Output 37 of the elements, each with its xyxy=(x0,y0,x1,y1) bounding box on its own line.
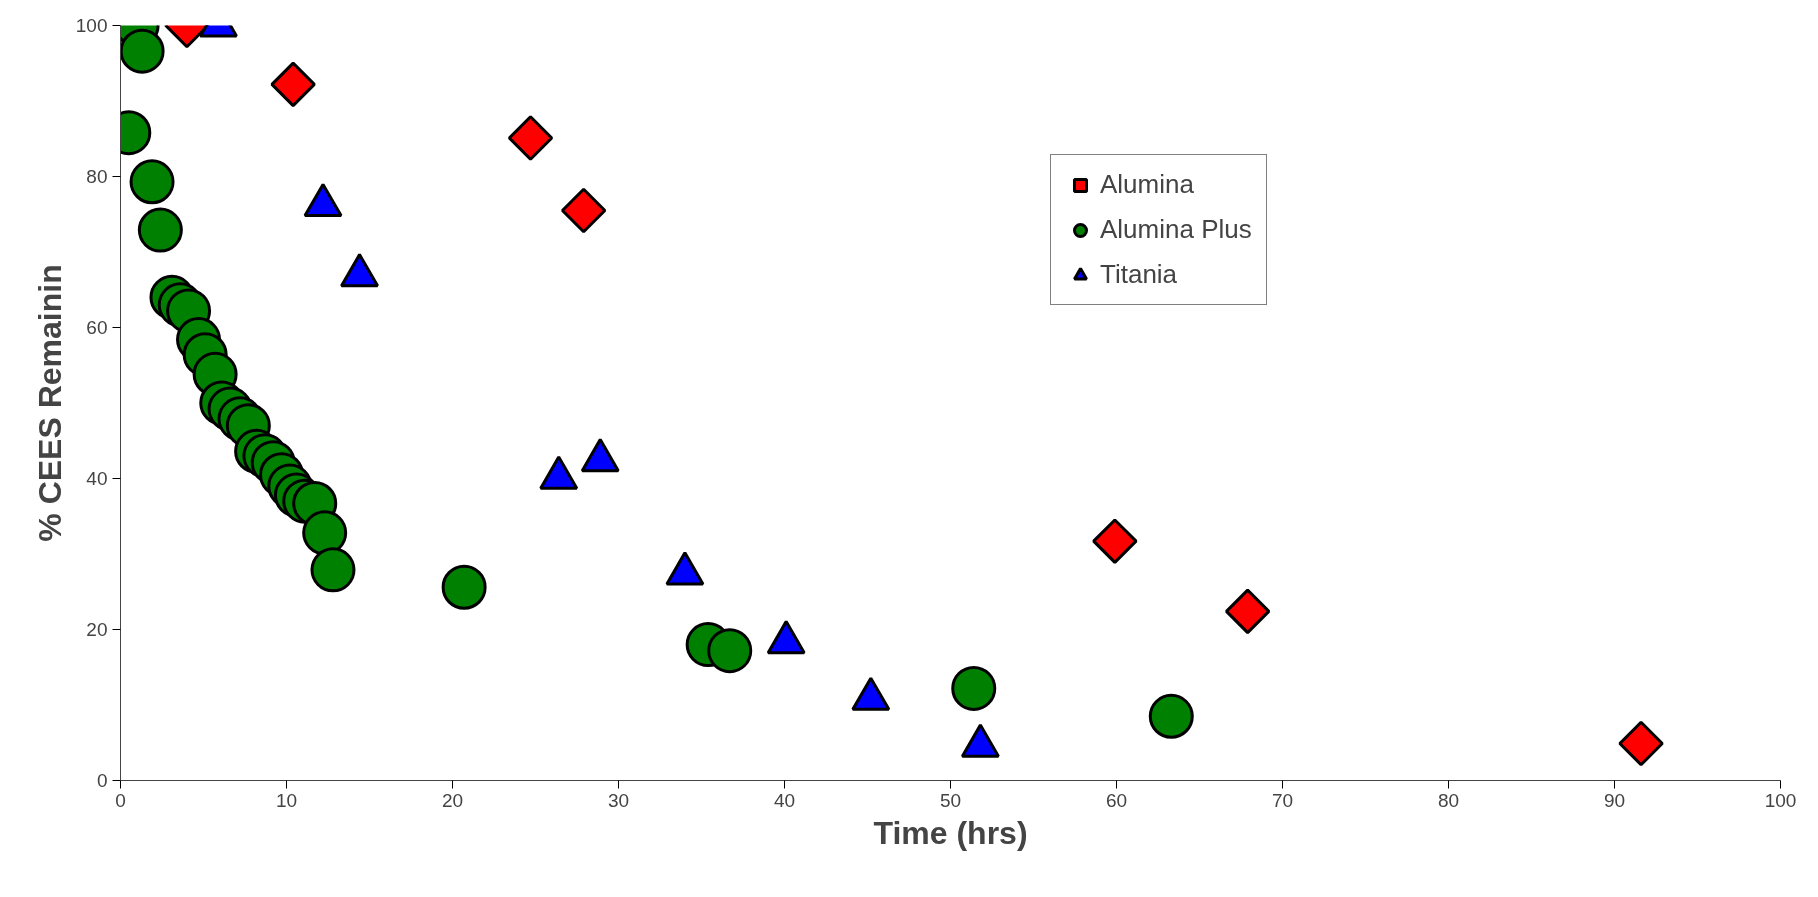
x-tick-label: 20 xyxy=(441,789,464,811)
point xyxy=(1092,518,1138,564)
point xyxy=(137,207,183,253)
point xyxy=(1224,588,1271,635)
point xyxy=(951,665,997,711)
point xyxy=(1148,693,1194,739)
x-tick-label: 80 xyxy=(1437,789,1460,811)
point xyxy=(1618,720,1664,767)
x-tick-label: 70 xyxy=(1271,789,1294,811)
x-tick-label: 30 xyxy=(607,789,630,811)
point xyxy=(507,115,554,161)
x-tick-label: 0 xyxy=(115,789,126,811)
point xyxy=(707,628,753,674)
x-tick-label: 60 xyxy=(1105,789,1128,811)
legend-label: Alumina Plus xyxy=(1100,214,1252,245)
y-tick-label: 20 xyxy=(86,619,108,640)
x-tick-label: 90 xyxy=(1603,789,1626,811)
y-tick-label: 100 xyxy=(75,15,108,36)
point xyxy=(441,564,487,610)
legend-label: Titania xyxy=(1100,259,1178,290)
point xyxy=(129,159,175,205)
y-tick-label: 60 xyxy=(86,317,108,338)
x-axis-title: Time (hrs) xyxy=(873,814,1028,851)
x-tick-label: 100 xyxy=(1764,789,1797,811)
legend-label: Alumina xyxy=(1100,169,1194,200)
point xyxy=(310,547,356,593)
y-tick-label: 40 xyxy=(86,468,108,489)
point xyxy=(560,187,607,234)
x-tick-label: 10 xyxy=(275,789,298,811)
y-tick-label: 80 xyxy=(86,166,108,187)
x-tick-label: 40 xyxy=(773,789,796,811)
y-tick-label: 0 xyxy=(96,770,108,791)
y-axis-title: % CEES Remainin xyxy=(31,264,68,542)
x-tick-label: 50 xyxy=(939,789,962,811)
point xyxy=(302,510,348,556)
point xyxy=(270,61,316,108)
point xyxy=(120,28,165,74)
